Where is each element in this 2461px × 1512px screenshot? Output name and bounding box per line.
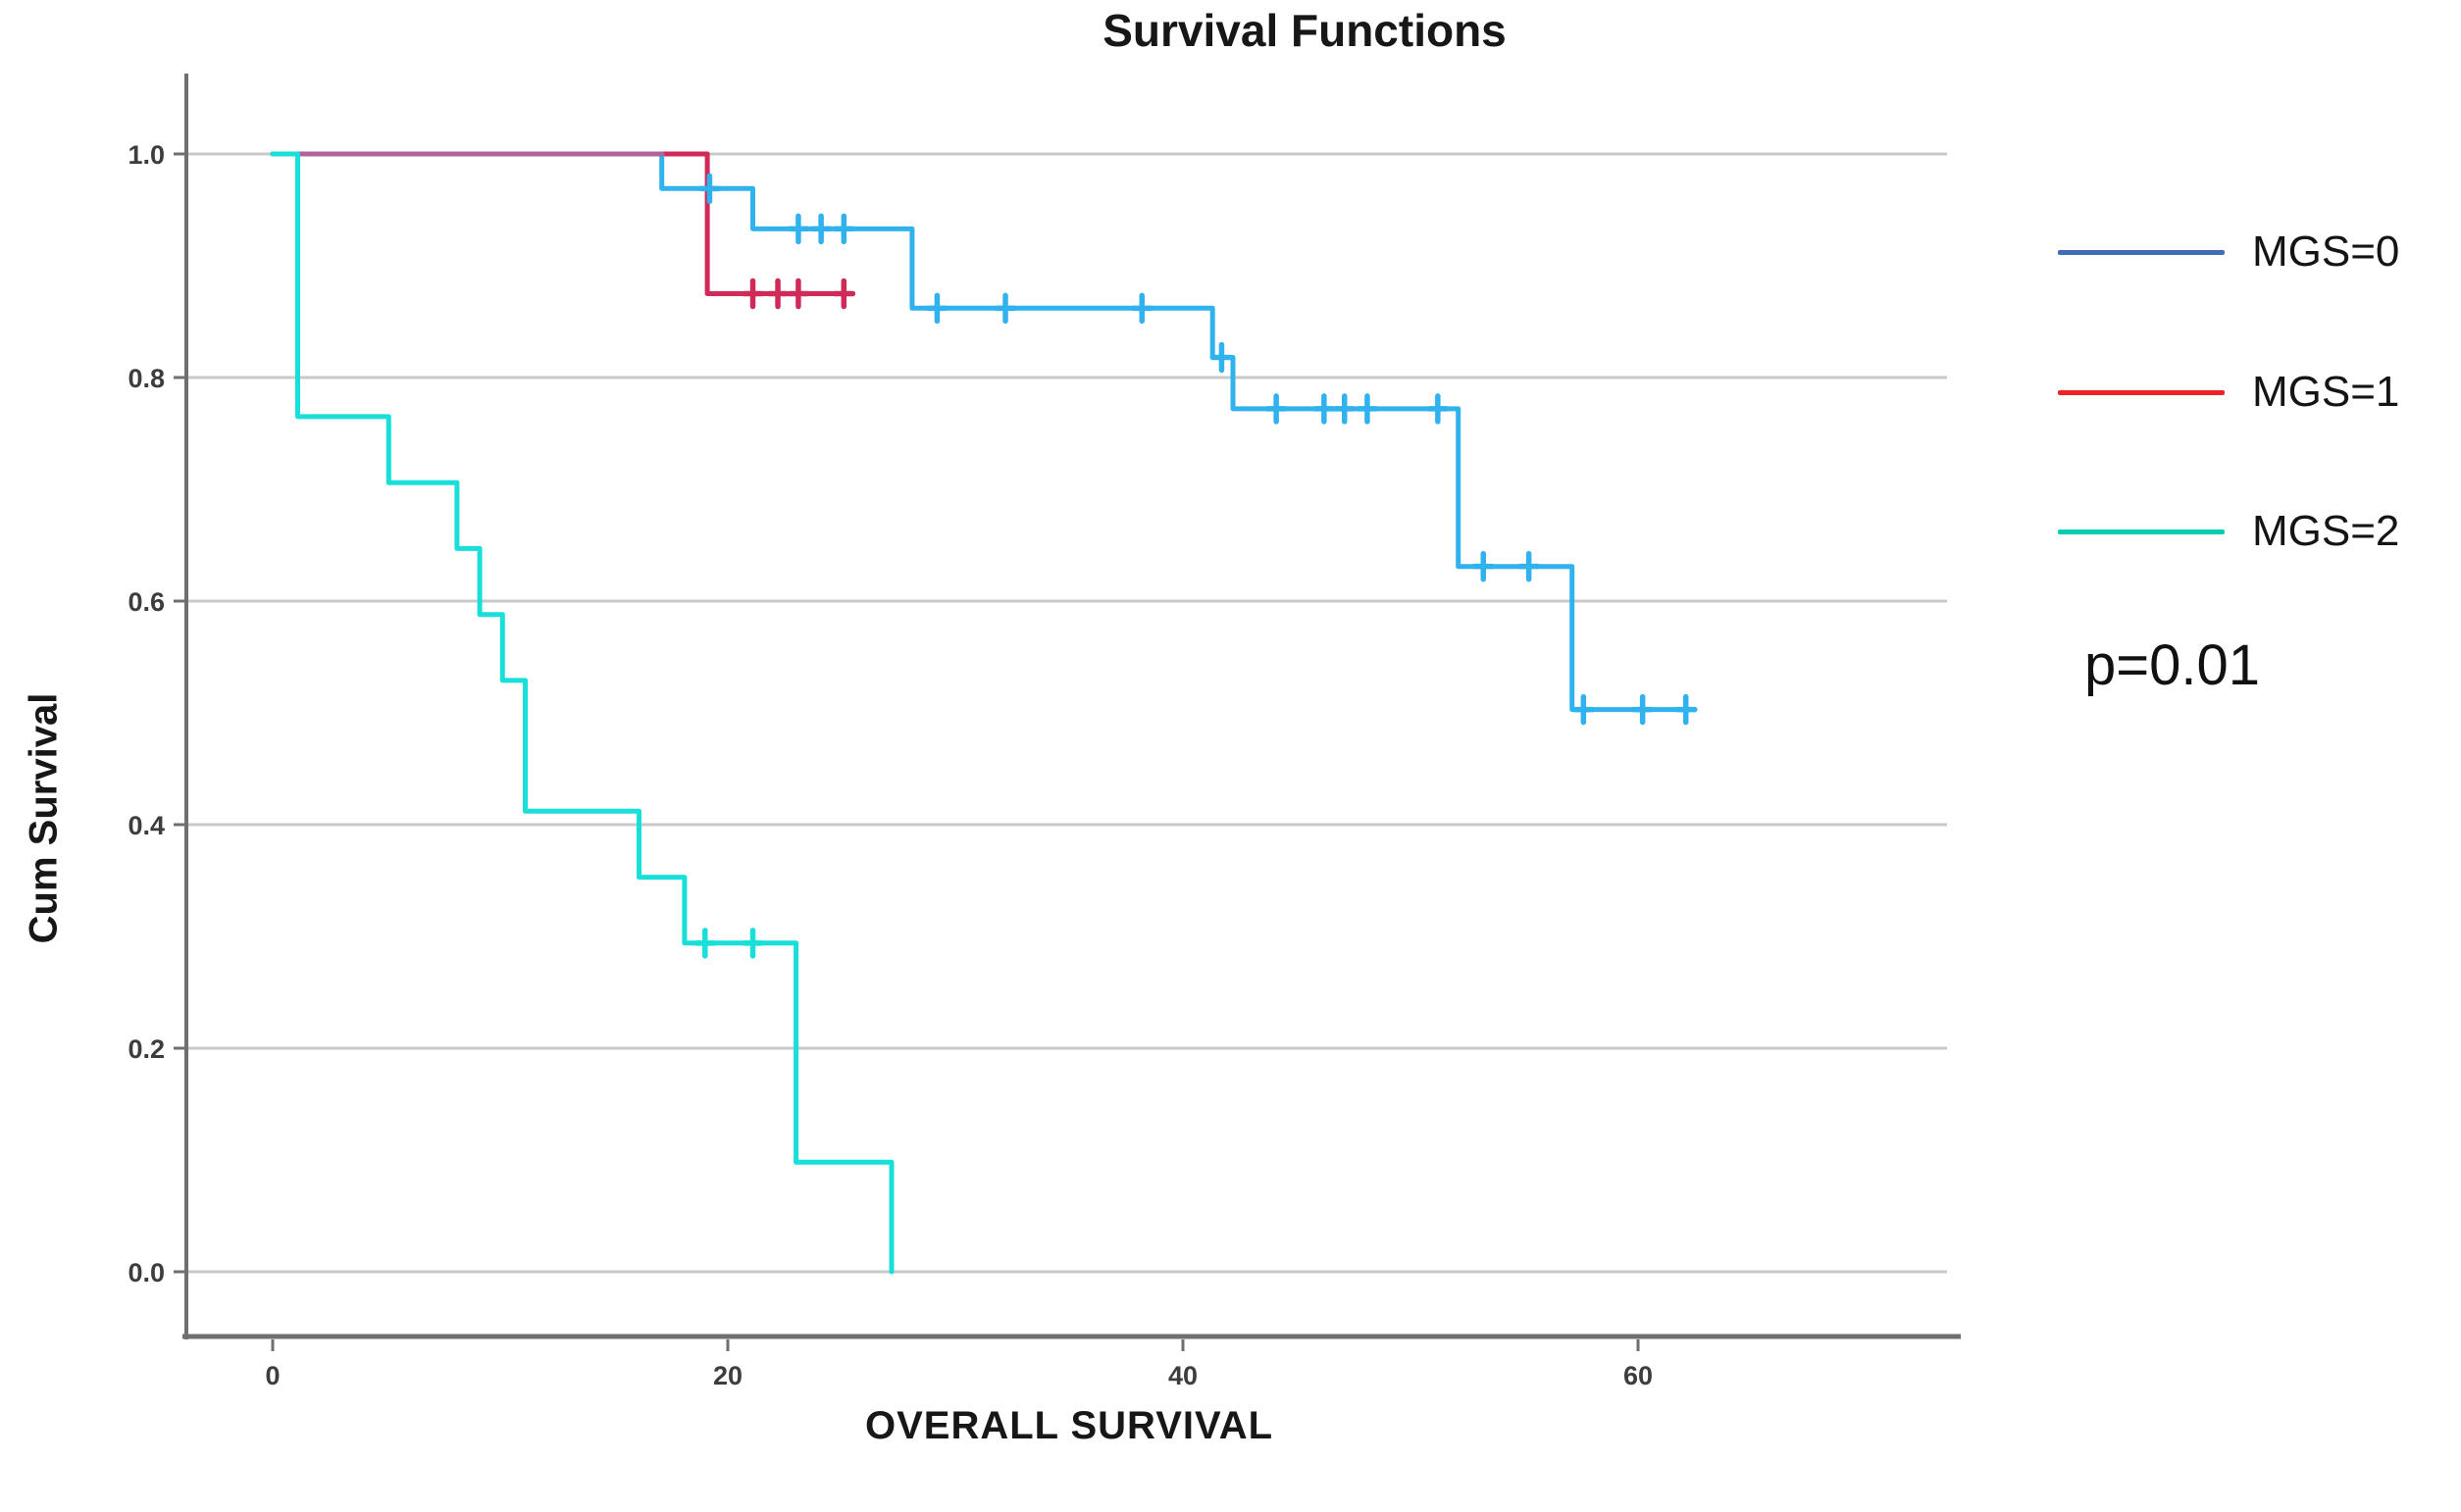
y-tick-label: 0.0 — [128, 1258, 165, 1287]
x-tick-label: 0 — [265, 1361, 280, 1390]
legend-label-mgs2: MGS=2 — [2252, 507, 2400, 555]
x-tick-label: 40 — [1168, 1361, 1198, 1390]
legend-label-mgs0: MGS=0 — [2252, 227, 2400, 276]
y-tick-label: 0.2 — [128, 1034, 165, 1064]
x-axis-title: OVERALL SURVIVAL — [864, 1404, 1274, 1447]
chart-title: Survival Functions — [1102, 5, 1507, 56]
p-value-annotation: p=0.01 — [2084, 633, 2261, 697]
series-curve-mgs-0 — [270, 151, 1698, 713]
y-tick-label: 0.8 — [128, 364, 165, 393]
x-tick-label: 60 — [1623, 1361, 1653, 1390]
x-tick-label: 20 — [713, 1361, 743, 1390]
series-curve-mgs-2 — [270, 151, 895, 1275]
y-tick-label: 0.6 — [128, 587, 165, 617]
y-tick-label: 0.4 — [128, 811, 165, 840]
legend-line-mgs0-icon — [2058, 249, 2225, 255]
legend-line-mgs1-icon — [2058, 389, 2225, 395]
legend-entry-mgs1: MGS=1 — [2058, 368, 2399, 417]
legend-entry-mgs0: MGS=0 — [2058, 227, 2399, 277]
legend-line-mgs2-icon — [2058, 529, 2225, 534]
series-curve-mgs-1 — [270, 151, 856, 296]
y-tick-label: 1.0 — [128, 140, 165, 170]
legend-entry-mgs2: MGS=2 — [2058, 507, 2399, 556]
legend-label-mgs1: MGS=1 — [2252, 368, 2400, 416]
